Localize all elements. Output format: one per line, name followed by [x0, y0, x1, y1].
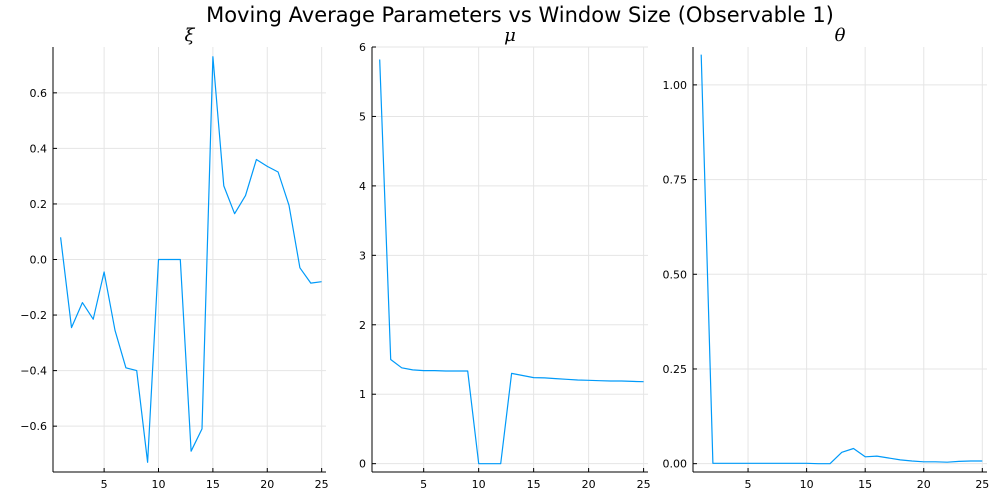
x-tick-label: 10: [152, 478, 166, 491]
subplot-panels: 5 10 15 20 25−0.6−0.4−0.20.00.20.40.6ξ5 10 15 2…: [20, 25, 989, 491]
x-tick-label: 10: [800, 478, 814, 491]
x-tick-label: 15: [206, 478, 220, 491]
x-tick-label: 5: [420, 478, 427, 491]
x-tick-label: 25: [975, 478, 989, 491]
x-tick-label: 25: [637, 478, 651, 491]
y-tick-label: 0.50: [663, 268, 688, 281]
x-tick-label: 25: [315, 478, 329, 491]
y-tick-label: 1: [359, 388, 366, 401]
x-tick-label: 5: [101, 478, 108, 491]
x-tick-label: 20: [260, 478, 274, 491]
x-tick-label: 20: [917, 478, 931, 491]
subplot-1: 5 10 15 20 25 −0.6 −0.4 −0.2 0.0 0.2 0.4 0.6 ξ: [20, 25, 328, 491]
y-tick-label: 0.00: [663, 458, 688, 471]
y-tick-label: −0.2: [20, 309, 47, 322]
figure-title: Moving Average Parameters vs Window Size…: [206, 3, 834, 27]
y-tick-label: 0.2: [30, 198, 48, 211]
subplot-title: θ: [835, 25, 846, 46]
y-tick-label: 6: [359, 41, 366, 54]
subplot-title: ξ: [185, 25, 196, 46]
x-tick-label: 5: [745, 478, 752, 491]
y-tick-label: 1.00: [663, 79, 688, 92]
y-tick-label: 0.4: [30, 142, 48, 155]
x-tick-label: 15: [858, 478, 872, 491]
series-line: [379, 59, 644, 465]
y-tick-label: 0.75: [663, 174, 688, 187]
y-tick-label: −0.6: [20, 420, 47, 433]
subplot-title: μ: [504, 25, 516, 46]
y-tick-label: 5: [359, 110, 366, 123]
y-tick-label: 4: [359, 180, 366, 193]
y-tick-label: 0.0: [30, 254, 48, 267]
y-tick-label: −0.4: [20, 365, 47, 378]
y-tick-label: 3: [359, 249, 366, 262]
subplot-2: 5 10 15 20 25 0 1 2 3 4 5 6 μ: [359, 25, 651, 491]
y-tick-label: 0.6: [30, 87, 48, 100]
x-tick-label: 20: [582, 478, 596, 491]
series-line: [60, 56, 322, 463]
y-tick-label: 2: [359, 319, 366, 332]
x-tick-label: 10: [472, 478, 486, 491]
series-line: [700, 54, 983, 465]
subplot-3: 5 10 15 20 25 0.00 0.25 0.50 0.75 1.00 θ: [663, 25, 990, 491]
y-tick-label: 0: [359, 458, 366, 471]
y-tick-label: 0.25: [663, 363, 688, 376]
x-tick-label: 15: [527, 478, 541, 491]
